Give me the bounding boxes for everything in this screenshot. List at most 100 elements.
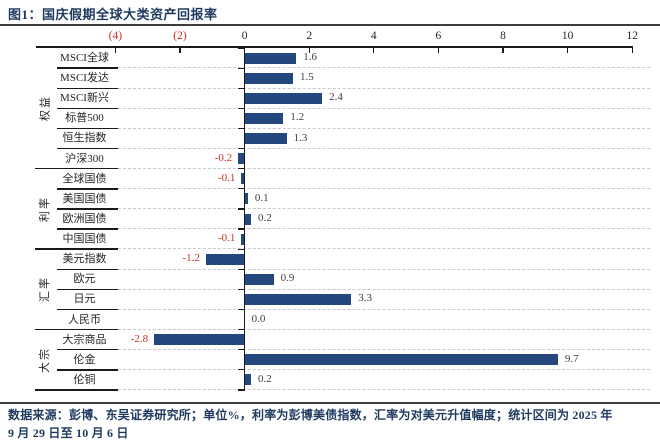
category-label: 全球国债 [62,172,107,185]
zero-axis-tick [237,308,245,311]
zero-axis-tick [237,87,245,89]
row-separator-line [57,288,118,291]
x-tick-label: 4 [370,30,377,42]
group-axis-label: 汇率 [38,276,51,303]
data-bar [244,133,287,145]
data-bar [241,233,245,245]
row-separator-line [57,107,118,110]
data-value-label: 0.2 [258,212,272,224]
group-separator-line [35,248,118,250]
zero-axis-line [243,48,246,390]
x-axis-tick [437,48,439,53]
zero-axis-tick [237,67,245,69]
category-label: 欧元 [73,273,96,286]
data-value-label: -1.2 [182,252,200,265]
data-value-label: 1.2 [290,111,305,124]
data-bar [244,52,297,64]
row-separator-line [57,127,118,130]
data-bar [244,213,252,225]
data-bar [244,72,294,84]
data-bar [244,92,323,104]
title-divider-line [0,24,660,26]
zero-axis-tick [237,329,245,331]
data-bar [205,253,245,265]
x-tick-label: 2 [306,30,313,42]
row-gridline [118,349,650,351]
category-label: 人民币 [68,313,101,326]
x-axis-tick [567,48,569,53]
x-tick-label: 6 [435,30,442,42]
zero-axis-tick [237,288,245,290]
data-value-label: 0.1 [254,191,269,204]
x-axis-tick [631,48,633,53]
row-separator-line [57,308,118,311]
category-label: MSCI全球 [60,52,109,64]
row-gridline [118,369,650,371]
x-axis-tick [373,48,375,53]
row-separator-line [57,268,118,270]
footnote-line-2: 9 月 29 日至 10 月 6 日 [8,426,129,440]
footnote-line-1: 数据来源：彭博、东吴证券研究所；单位%，利率为彭博美债指数，汇率为对美元升值幅度… [8,408,613,422]
row-separator-line [57,349,118,351]
row-gridline [118,147,650,149]
category-label: 美元指数 [62,253,107,266]
row-separator-line [57,188,118,190]
figure-footnote: 数据来源：彭博、东吴证券研究所；单位%，利率为彭博美债指数，汇率为对美元升值幅度… [8,406,654,442]
row-gridline [118,248,650,250]
category-label: MSCI发达 [60,72,109,85]
data-bar [244,374,252,386]
row-separator-line [57,369,118,371]
row-gridline [118,228,650,230]
footer-divider-line [0,402,660,404]
group-separator-line [35,168,118,170]
zero-axis-tick [237,208,245,210]
data-value-label: 0.9 [280,272,295,285]
data-value-label: 1.5 [300,71,314,84]
zero-axis-tick [237,188,245,190]
x-tick-label: (2) [173,30,187,42]
row-separator-line [57,67,118,69]
category-label: 标普500 [65,112,104,125]
x-tick-label: (4) [108,30,123,42]
x-axis-tick [308,48,310,53]
row-gridline [118,288,650,290]
zero-axis-tick [237,268,245,270]
row-gridline [118,308,650,310]
zero-axis-tick [237,369,245,371]
data-value-label: 0.2 [258,372,272,385]
row-gridline [118,389,650,391]
x-tick-label: 12 [626,30,638,42]
row-gridline [118,168,650,169]
data-value-label: 1.3 [293,131,308,144]
category-label: 美国国债 [62,192,107,205]
zero-axis-tick [237,349,245,351]
row-separator-line [57,208,118,210]
data-value-label: -0.2 [214,151,233,164]
zero-axis-tick [237,127,245,130]
category-label: MSCI新兴 [60,92,109,105]
data-bar [238,153,245,165]
data-value-label: 2.4 [329,91,343,104]
data-value-label: -0.1 [217,232,236,245]
data-bar [244,293,352,305]
zero-axis-tick [237,168,245,170]
x-axis-line [36,46,633,48]
data-bar [244,193,248,205]
group-separator-line [35,328,118,331]
x-axis-tick [179,48,181,53]
zero-axis-tick [237,228,245,230]
row-separator-line [57,87,118,89]
zero-axis-tick [237,47,245,49]
data-bar [241,173,245,185]
data-value-label: -2.8 [130,332,149,345]
data-value-label: 3.3 [358,292,372,305]
data-value-label: -0.1 [217,171,236,184]
data-bar [244,112,284,124]
row-separator-line [57,228,118,230]
data-bar [244,273,274,285]
zero-axis-tick [237,107,245,109]
group-axis-label: 利率 [38,195,51,222]
row-gridline [118,268,650,270]
